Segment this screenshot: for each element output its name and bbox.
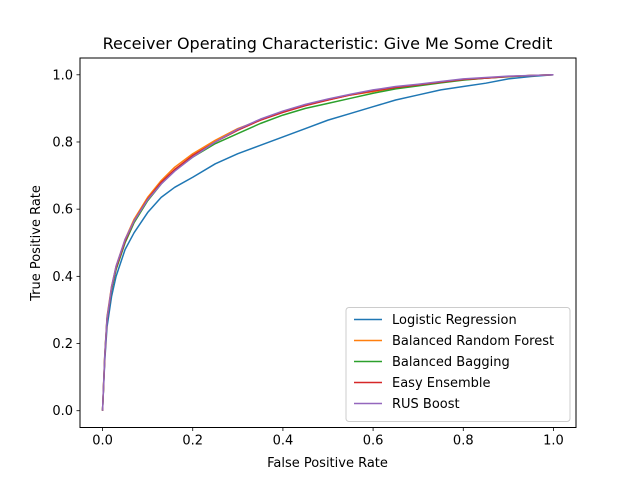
y-tick-label: 0.0 — [52, 404, 73, 419]
legend-label: Balanced Random Forest — [392, 334, 554, 349]
y-tick-label: 0.4 — [52, 270, 73, 285]
legend-label: RUS Boost — [392, 397, 460, 412]
x-tick-label: 0.0 — [92, 434, 113, 449]
y-axis-label: True Positive Rate — [29, 185, 44, 302]
plot-frame — [79, 57, 577, 428]
legend: Logistic Regression Balanced Random Fores… — [345, 307, 571, 422]
legend-label: Balanced Bagging — [392, 355, 510, 370]
x-tick-label: 0.8 — [453, 434, 474, 449]
legend-label: Easy Ensemble — [392, 376, 491, 391]
x-axis-label: False Positive Rate — [267, 456, 388, 471]
x-tick-label: 1.0 — [543, 434, 564, 449]
x-tick-label: 0.4 — [273, 434, 294, 449]
y-tick-label: 0.8 — [52, 135, 73, 150]
series-line-logistic-regression — [101, 74, 554, 411]
x-tick-label: 0.2 — [182, 434, 203, 449]
series-line-rus-boost — [101, 74, 554, 411]
y-axis: 0.0 0.2 0.4 0.6 0.8 1.0 — [52, 68, 80, 419]
y-tick-label: 0.6 — [52, 203, 73, 218]
chart-title: Receiver Operating Characteristic: Give … — [103, 34, 553, 53]
legend-label: Logistic Regression — [392, 313, 517, 328]
x-axis: 0.0 0.2 0.4 0.6 0.8 1.0 — [92, 427, 564, 449]
y-tick-label: 0.2 — [52, 337, 73, 352]
y-tick-label: 1.0 — [52, 68, 73, 83]
x-tick-label: 0.6 — [363, 434, 384, 449]
plot-lines — [101, 74, 554, 411]
legend-box — [345, 307, 571, 422]
